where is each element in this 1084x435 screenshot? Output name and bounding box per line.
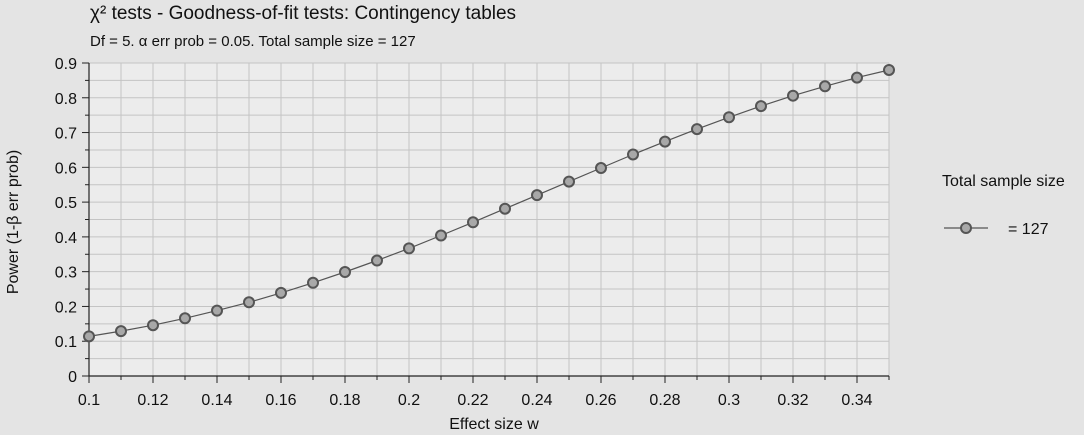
x-tick-label: 0.2 [398, 392, 420, 409]
data-point [787, 89, 799, 102]
data-point [83, 330, 95, 343]
x-axis-label: Effect size w [449, 416, 539, 433]
y-tick-label: 0.4 [55, 230, 77, 247]
x-tick-label: 0.16 [265, 392, 296, 409]
x-tick-label: 0.18 [329, 392, 360, 409]
grid [88, 62, 890, 377]
x-tick-label: 0.22 [457, 392, 488, 409]
y-tick-label: 0.3 [55, 265, 77, 282]
data-point [211, 304, 223, 317]
y-tick-label: 0.2 [55, 299, 77, 316]
data-point [531, 189, 543, 202]
data-point [179, 312, 191, 325]
data-point [371, 254, 383, 267]
x-tick-label: 0.28 [649, 392, 680, 409]
x-tick-label: 0.24 [521, 392, 552, 409]
y-tick-label: 0 [68, 369, 77, 386]
chart-subtitle: Df = 5. α err prob = 0.05. Total sample … [90, 33, 416, 50]
data-point [147, 319, 159, 332]
x-tick-label: 0.12 [137, 392, 168, 409]
y-tick-label: 0.9 [55, 56, 77, 73]
y-tick-label: 0.7 [55, 126, 77, 143]
y-axis-label: Power (1-β err prob) [5, 150, 22, 294]
x-tick-label: 0.3 [718, 392, 740, 409]
x-tick-label: 0.32 [777, 392, 808, 409]
data-point [403, 242, 415, 255]
y-tick-label: 0.6 [55, 160, 77, 177]
x-tick-label: 0.1 [78, 392, 100, 409]
axes [82, 62, 890, 383]
data-point [499, 202, 511, 215]
data-point [275, 286, 287, 299]
data-point [851, 71, 863, 84]
x-tick-labels: 0.1 0.12 0.14 0.16 0.18 0.2 0.22 0.24 0.26 0.28 0.… [78, 392, 873, 409]
y-tick-label: 0.1 [55, 334, 77, 351]
legend-marker [960, 222, 972, 234]
data-point [115, 325, 127, 338]
x-tick-label: 0.14 [201, 392, 232, 409]
x-tick-label: 0.34 [841, 392, 872, 409]
data-point [595, 162, 607, 175]
data-point [627, 148, 639, 161]
data-point [339, 266, 351, 279]
series [83, 63, 895, 343]
data-point [691, 123, 703, 136]
x-tick-label: 0.26 [585, 392, 616, 409]
data-point [467, 216, 479, 229]
data-point [307, 276, 319, 289]
legend: Total sample size = 127 [942, 173, 1065, 238]
legend-series-label: = 127 [1008, 221, 1049, 238]
data-point [563, 175, 575, 188]
legend-title: Total sample size [942, 173, 1065, 190]
data-point [819, 80, 831, 93]
data-point [883, 63, 895, 76]
y-tick-label: 0.5 [55, 195, 77, 212]
data-point [723, 111, 735, 124]
data-point [755, 100, 767, 113]
data-point [435, 229, 447, 242]
y-tick-labels: 0 0.1 0.2 0.3 0.4 0.5 0.6 0.7 0.8 0.9 [55, 56, 77, 386]
data-point [659, 135, 671, 148]
data-point [243, 296, 255, 309]
y-tick-label: 0.8 [55, 91, 77, 108]
chart-title: χ² tests - Goodness-of-fit tests: Contin… [90, 3, 516, 24]
